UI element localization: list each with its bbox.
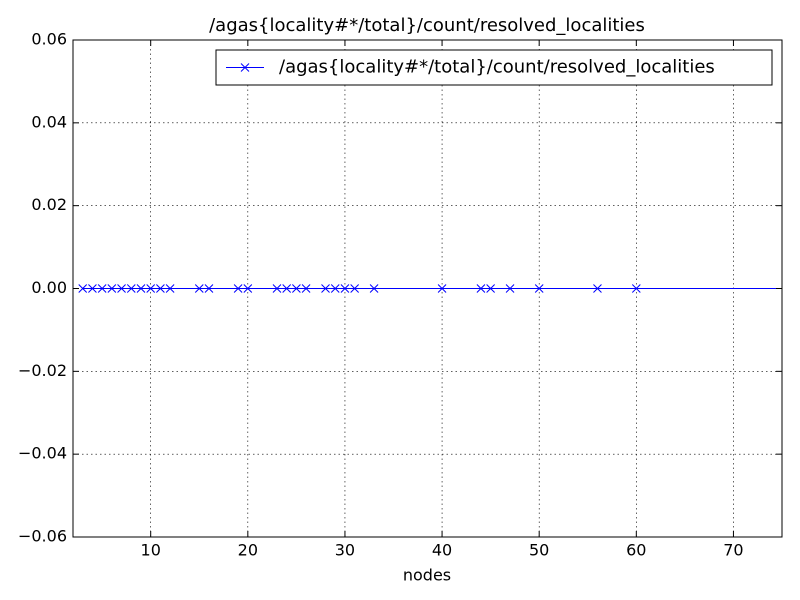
- y-tick-label: 0.00: [31, 278, 67, 297]
- marker: [156, 284, 165, 293]
- marker: [146, 284, 156, 293]
- marker: [437, 284, 447, 293]
- marker: [321, 284, 330, 293]
- legend: /agas{locality#*/total}/count/resolved_l…: [215, 49, 773, 86]
- x-tick-label: 20: [238, 541, 258, 560]
- marker: [78, 284, 88, 293]
- x-tick-label: 40: [432, 541, 452, 560]
- marker: [369, 284, 379, 293]
- y-tick-label: −0.02: [18, 361, 67, 380]
- marker: [593, 284, 602, 293]
- marker: [631, 284, 641, 293]
- x-tick-label: 70: [723, 541, 743, 560]
- marker: [107, 284, 117, 293]
- marker: [301, 284, 311, 293]
- marker: [505, 284, 515, 293]
- marker: [243, 284, 253, 293]
- x-tick-label: 30: [335, 541, 355, 560]
- marker: [330, 284, 340, 293]
- marker: [194, 284, 204, 293]
- plot-area: [78, 284, 782, 293]
- y-tick-label: −0.04: [18, 444, 67, 463]
- marker: [486, 284, 495, 293]
- marker: [340, 284, 350, 293]
- marker: [534, 284, 544, 293]
- y-tick-label: 0.02: [31, 195, 67, 214]
- x-tick-label: 50: [529, 541, 549, 560]
- marker: [117, 284, 126, 293]
- marker: [476, 284, 486, 293]
- chart-title: /agas{locality#*/total}/count/resolved_l…: [209, 15, 645, 36]
- marker: [282, 284, 292, 293]
- marker: [204, 284, 214, 293]
- y-tick-label: −0.06: [18, 527, 67, 546]
- x-tick-label: 10: [141, 541, 161, 560]
- x-axis-label: nodes: [403, 566, 451, 585]
- x-tick-label: 60: [626, 541, 646, 560]
- marker: [126, 284, 136, 293]
- marker: [136, 284, 146, 293]
- marker: [97, 284, 107, 293]
- legend-marker: [240, 63, 250, 72]
- ticks: 10 20 30 40 50 60 70 −0.06 −0.04 −0.02 0.00 0.02 0.0…: [18, 30, 782, 560]
- marker: [272, 284, 282, 293]
- y-tick-label: 0.04: [31, 112, 67, 131]
- y-tick-label: 0.06: [31, 30, 67, 49]
- marker: [292, 284, 301, 293]
- marker: [165, 284, 175, 293]
- marker: [233, 284, 243, 293]
- marker: [88, 284, 97, 293]
- legend-box: [215, 49, 773, 86]
- marker: [350, 284, 360, 293]
- legend-label: /agas{locality#*/total}/count/resolved_l…: [279, 57, 715, 78]
